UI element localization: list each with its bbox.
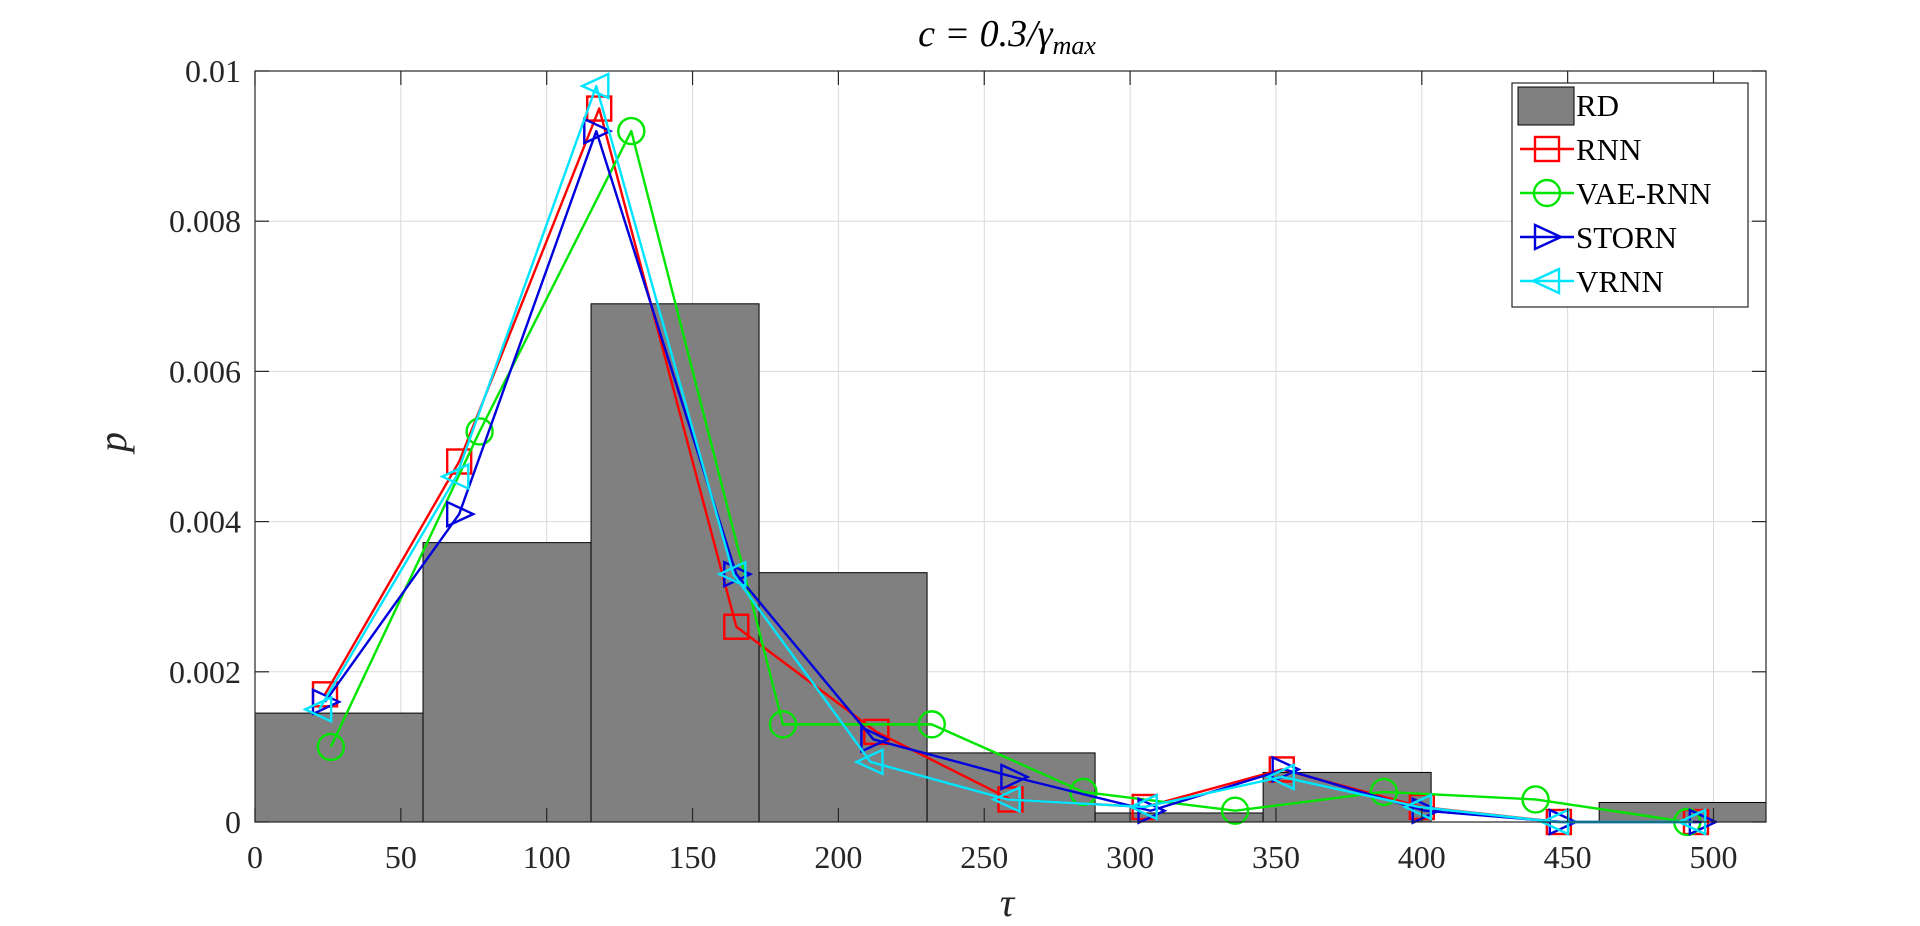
- data-point: [1521, 785, 1550, 814]
- histogram-bar: [758, 572, 928, 823]
- y-tick-label: 0.004: [169, 504, 241, 540]
- data-point: [853, 748, 884, 776]
- y-tick-label: 0: [225, 804, 241, 840]
- x-tick-label: 250: [960, 839, 1008, 875]
- y-tick-label: 0.008: [169, 203, 241, 239]
- data-point: [465, 417, 494, 446]
- data-point: [1127, 793, 1158, 821]
- data-point: [1000, 763, 1031, 791]
- data-point: [723, 613, 750, 640]
- data-point: [768, 710, 798, 739]
- legend-label: VRNN: [1576, 264, 1664, 299]
- line-series: [302, 72, 1719, 837]
- x-tick-label: 500: [1689, 839, 1737, 875]
- histogram-bars: [254, 303, 1767, 823]
- legend-label: RNN: [1576, 132, 1641, 167]
- legend-label: RD: [1576, 88, 1619, 123]
- data-point: [583, 117, 614, 145]
- x-tick-label: 200: [814, 839, 862, 875]
- data-point: [316, 732, 346, 762]
- y-tick-label: 0.01: [185, 53, 241, 89]
- x-tick-label: 100: [523, 839, 571, 875]
- y-tick-label: 0.006: [169, 353, 241, 389]
- x-tick-label: 300: [1106, 839, 1154, 875]
- x-tick-label: 50: [385, 839, 417, 875]
- legend-label: VAE-RNN: [1576, 176, 1712, 211]
- legend-marker: [1530, 267, 1561, 295]
- series-line: [324, 129, 1702, 824]
- data-point: [860, 725, 891, 754]
- title-subscript: max: [1053, 31, 1097, 60]
- y-tick-label: 0.002: [169, 654, 241, 690]
- chart-title: c = 0.3/γmax: [918, 13, 1096, 60]
- series-line: [329, 129, 1688, 824]
- series-vae-rnn: [316, 116, 1702, 837]
- axis-ticks: [254, 70, 1766, 823]
- legend-marker: [1533, 135, 1561, 163]
- data-point: [1220, 796, 1250, 825]
- x-tick-label: 400: [1398, 839, 1446, 875]
- legend-marker: [1533, 223, 1564, 251]
- data-point: [439, 462, 470, 491]
- data-point: [990, 785, 1021, 814]
- legend: RD RNN VAE-RNN STORN VRNN: [1511, 82, 1749, 308]
- plot-frame: [254, 70, 1767, 823]
- x-tick-labels: 0 50 100 150 200 250 300 350 400 450 500: [247, 839, 1737, 875]
- x-tick-label: 0: [247, 839, 263, 875]
- histogram-bar: [1094, 812, 1264, 823]
- series-vrnn: [302, 72, 1707, 836]
- histogram-bar: [422, 542, 592, 823]
- data-point: [1271, 755, 1302, 784]
- y-tick-labels: 0 0.002 0.004 0.006 0.008 0.01: [169, 53, 241, 840]
- data-point: [917, 710, 946, 739]
- legend-swatch: [1517, 86, 1575, 126]
- title-main: c = 0.3/γ: [918, 13, 1054, 55]
- x-axis-title: τ: [1000, 880, 1016, 925]
- data-point: [1264, 763, 1295, 791]
- x-tick-label: 450: [1544, 839, 1592, 875]
- legend-label: STORN: [1576, 220, 1677, 255]
- x-tick-label: 350: [1252, 839, 1300, 875]
- legend-marker: [1532, 178, 1562, 208]
- series-line: [318, 84, 1694, 824]
- data-point: [445, 500, 477, 528]
- data-point: [1402, 793, 1433, 821]
- data-point: [1369, 777, 1399, 807]
- y-axis-title: p: [90, 432, 135, 455]
- data-point: [579, 72, 610, 100]
- data-point: [716, 560, 747, 589]
- data-point: [302, 695, 333, 724]
- data-point: [617, 116, 646, 146]
- x-tick-label: 150: [669, 839, 717, 875]
